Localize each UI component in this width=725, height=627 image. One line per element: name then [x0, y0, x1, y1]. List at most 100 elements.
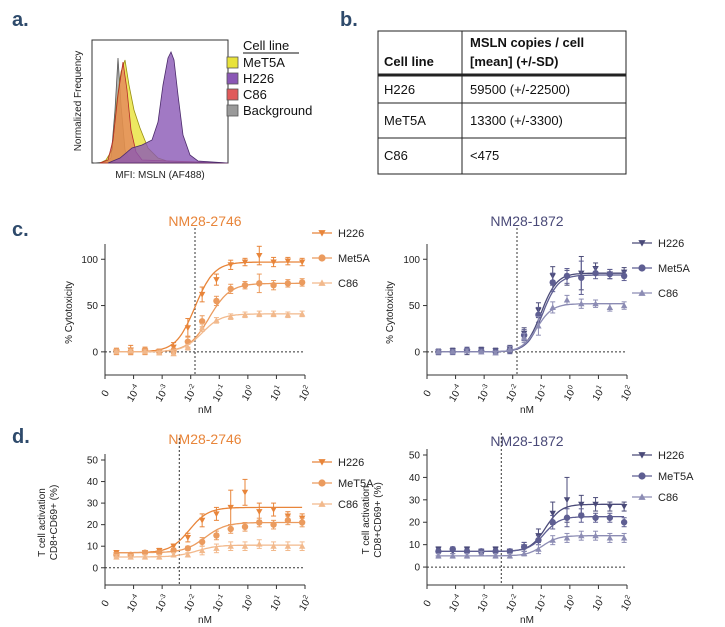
x-tick-label: 10-3	[475, 383, 494, 404]
x-tick-label: 0	[100, 388, 113, 399]
data-point	[127, 553, 134, 560]
data-point	[227, 262, 234, 269]
data-point	[127, 347, 134, 354]
data-point	[141, 549, 149, 556]
legend-label: MeT5A	[338, 478, 374, 490]
table-cell: 59500 (+/-22500)	[470, 82, 570, 97]
x-tick-label: 10-2	[504, 593, 523, 614]
legend-marker	[638, 493, 646, 500]
legend-swatch-h226	[226, 72, 239, 85]
y-tick-label: 0	[414, 347, 420, 358]
x-tick-label: 101	[268, 384, 286, 403]
data-point	[156, 349, 163, 356]
data-point	[113, 553, 120, 560]
data-point	[198, 517, 206, 524]
data-point	[298, 279, 306, 286]
y-tick-label: 0	[92, 563, 98, 574]
legend-swatch-background	[226, 104, 239, 117]
data-point	[184, 535, 192, 541]
table-cell: H226	[384, 82, 415, 97]
data-point	[563, 534, 571, 541]
x-axis-label: nM	[520, 405, 534, 416]
data-point	[170, 543, 177, 550]
legend-label: H226	[658, 238, 684, 250]
data-point	[620, 519, 628, 526]
table-cell: C86	[384, 148, 408, 163]
x-tick-label: 102	[618, 384, 636, 403]
data-point	[535, 545, 542, 552]
x-tick-label: 10-1	[210, 383, 229, 404]
data-point	[435, 548, 442, 555]
data-point	[520, 334, 528, 341]
chart-2: NM28-1872 0 50 100 0 10-4 10-3 10-2 10-1 100 101 10…	[385, 213, 690, 416]
legend-marker	[318, 479, 326, 487]
x-tick-label: 101	[590, 594, 608, 613]
y-axis-label: CD8+CD69+ (%)	[373, 482, 384, 558]
data-point	[298, 519, 306, 526]
chart-title: NM28-1872	[490, 433, 563, 449]
data-point	[198, 324, 206, 331]
data-point	[620, 272, 628, 280]
y-tick-label: 40	[409, 473, 421, 484]
x-tick-label: 10-1	[210, 593, 229, 614]
y-axis-label: CD8+CD69+ (%)	[49, 485, 60, 561]
data-point	[606, 304, 614, 310]
msln-table: Cell line MSLN copies / cell [mean] (+/-…	[377, 30, 627, 175]
data-point	[141, 553, 149, 560]
data-point	[227, 543, 234, 549]
y-tick-label: 40	[87, 477, 99, 488]
data-point	[184, 344, 192, 350]
data-point	[241, 281, 249, 289]
y-tick-label: 10	[87, 542, 99, 553]
data-point	[170, 551, 177, 558]
data-point	[563, 272, 571, 280]
legend-marker	[318, 459, 326, 466]
data-point	[592, 269, 599, 277]
x-tick-label: 10-2	[182, 383, 201, 404]
data-point	[156, 553, 163, 560]
y-tick-label: 50	[409, 301, 421, 312]
data-point	[492, 552, 499, 559]
data-point	[463, 552, 471, 559]
x-tick-label: 10-3	[153, 383, 172, 404]
x-tick-label: 100	[561, 384, 579, 403]
data-point	[620, 503, 628, 510]
legend-label-h226: H226	[243, 71, 274, 86]
table-cell: 13300 (+/-3300)	[470, 113, 563, 128]
data-point	[298, 259, 306, 266]
data-point	[241, 259, 249, 266]
x-tick-label: 102	[296, 384, 314, 403]
chart-title: NM28-2746	[168, 213, 241, 229]
y-tick-label: 20	[409, 518, 421, 529]
x-tick-label: 10-4	[124, 383, 143, 404]
y-axis-label: T cell activation	[37, 488, 48, 557]
data-point	[284, 543, 292, 549]
data-point	[227, 285, 234, 293]
data-point	[620, 302, 628, 309]
legend-label-background: Background	[243, 103, 312, 118]
legend-label: C86	[658, 492, 678, 504]
data-point	[284, 517, 292, 524]
x-tick-label: 10-3	[475, 593, 494, 614]
x-tick-label: 10-1	[532, 593, 551, 614]
data-point	[298, 543, 306, 549]
x-tick-label: 10-2	[182, 593, 201, 614]
data-point	[198, 547, 206, 554]
legend-label: Met5A	[658, 263, 690, 275]
data-point	[592, 300, 599, 307]
data-point	[506, 552, 514, 559]
x-tick-label: 102	[618, 594, 636, 613]
legend-marker	[638, 452, 646, 459]
series-met5a	[435, 508, 628, 555]
legend-marker	[318, 230, 326, 237]
legend-swatch-c86	[226, 88, 239, 101]
legend-label: H226	[338, 457, 364, 469]
chart-4: NM28-1872 0 10 20 30 40 50 0 10-4 10-3 10-2 10-1 100…	[361, 433, 694, 626]
data-point	[170, 350, 177, 357]
legend-swatch-met5a	[226, 56, 239, 69]
x-tick-label: 100	[561, 594, 579, 613]
y-axis-label: % Cytotoxicity	[64, 281, 75, 344]
series-met5a	[113, 273, 306, 356]
data-point	[270, 259, 277, 266]
